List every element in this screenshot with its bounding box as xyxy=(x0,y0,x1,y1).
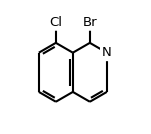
Text: Cl: Cl xyxy=(49,16,62,29)
Text: N: N xyxy=(102,46,112,59)
Text: Br: Br xyxy=(83,16,97,29)
Text: Br: Br xyxy=(83,16,97,29)
Text: N: N xyxy=(102,46,112,59)
Text: Cl: Cl xyxy=(49,16,62,29)
